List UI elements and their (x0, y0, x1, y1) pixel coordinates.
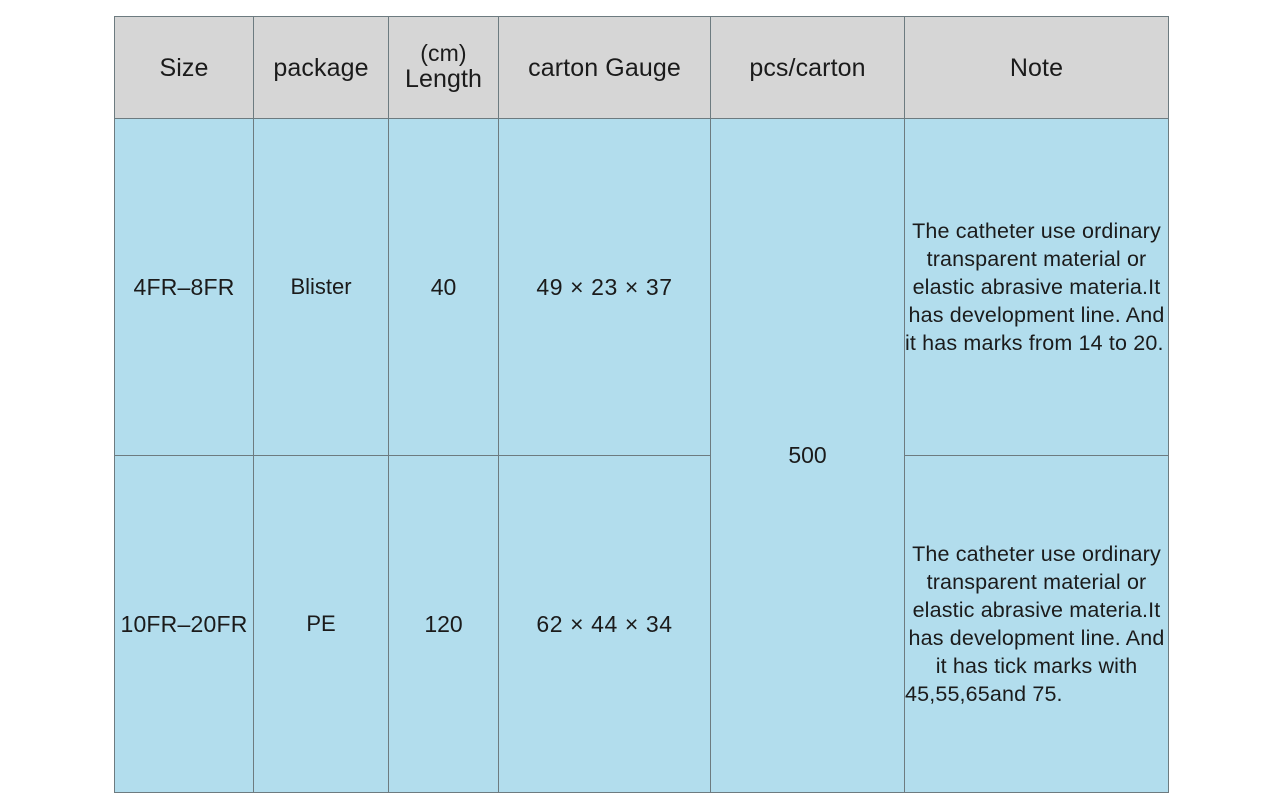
cell-size-row-2: 10FR–20FR (114, 455, 254, 793)
table-row: 4FR–8FR Blister 40 49 × 23 × 37 500 The … (114, 118, 1169, 793)
cell-note-row-1: The catheter use ordinary transparent ma… (904, 118, 1169, 456)
specification-table-container: Size package (cm) Length carton Gauge pc… (114, 16, 1169, 793)
table-row: 10FR–20FR PE 120 62 × 44 × 34 The cathet… (114, 455, 1169, 793)
column-header-length: (cm) Length (388, 16, 499, 119)
column-header-size: Size (114, 16, 254, 119)
column-header-note: Note (904, 16, 1169, 119)
cell-pcs-carton-merged: 500 (710, 118, 905, 793)
column-header-pcs-carton: pcs/carton (710, 16, 905, 119)
cell-carton-gauge-row-1: 49 × 23 × 37 (498, 118, 711, 456)
table-body: 4FR–8FR Blister 40 49 × 23 × 37 500 The … (114, 118, 1169, 793)
cell-length-row-2: 120 (388, 455, 499, 793)
cell-size-row-1: 4FR–8FR (114, 118, 254, 456)
column-header-length-unit: (cm) (420, 40, 467, 67)
table-header: Size package (cm) Length carton Gauge pc… (114, 16, 1169, 119)
column-header-length-stack: (cm) Length (389, 40, 498, 94)
cell-package-row-2: PE (253, 455, 389, 793)
column-header-length-word: Length (404, 65, 483, 94)
cell-package-row-1: Blister (253, 118, 389, 456)
column-header-carton-gauge: carton Gauge (498, 16, 711, 119)
cell-note-row-2: The catheter use ordinary transparent ma… (904, 455, 1169, 793)
table-header-row: Size package (cm) Length carton Gauge pc… (114, 16, 1169, 119)
cell-length-row-1: 40 (388, 118, 499, 456)
column-header-package: package (253, 16, 389, 119)
cell-carton-gauge-row-2: 62 × 44 × 34 (498, 455, 711, 793)
specification-table: Size package (cm) Length carton Gauge pc… (114, 16, 1169, 793)
